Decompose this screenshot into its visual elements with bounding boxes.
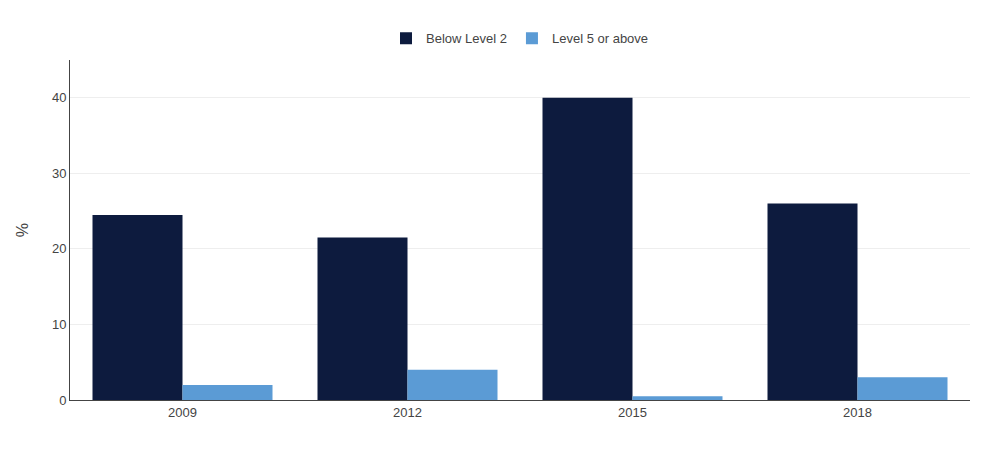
- svg-text:Below Level 2: Below Level 2: [426, 31, 507, 46]
- svg-text:10: 10: [52, 317, 66, 332]
- svg-text:Level 5 or above: Level 5 or above: [552, 31, 648, 46]
- svg-text:0: 0: [59, 393, 66, 408]
- svg-text:%: %: [14, 223, 31, 237]
- svg-text:2009: 2009: [168, 405, 197, 420]
- svg-text:2012: 2012: [393, 405, 422, 420]
- svg-text:20: 20: [52, 241, 66, 256]
- svg-text:2018: 2018: [843, 405, 872, 420]
- svg-text:2015: 2015: [618, 405, 647, 420]
- svg-text:30: 30: [52, 166, 66, 181]
- svg-text:40: 40: [52, 90, 66, 105]
